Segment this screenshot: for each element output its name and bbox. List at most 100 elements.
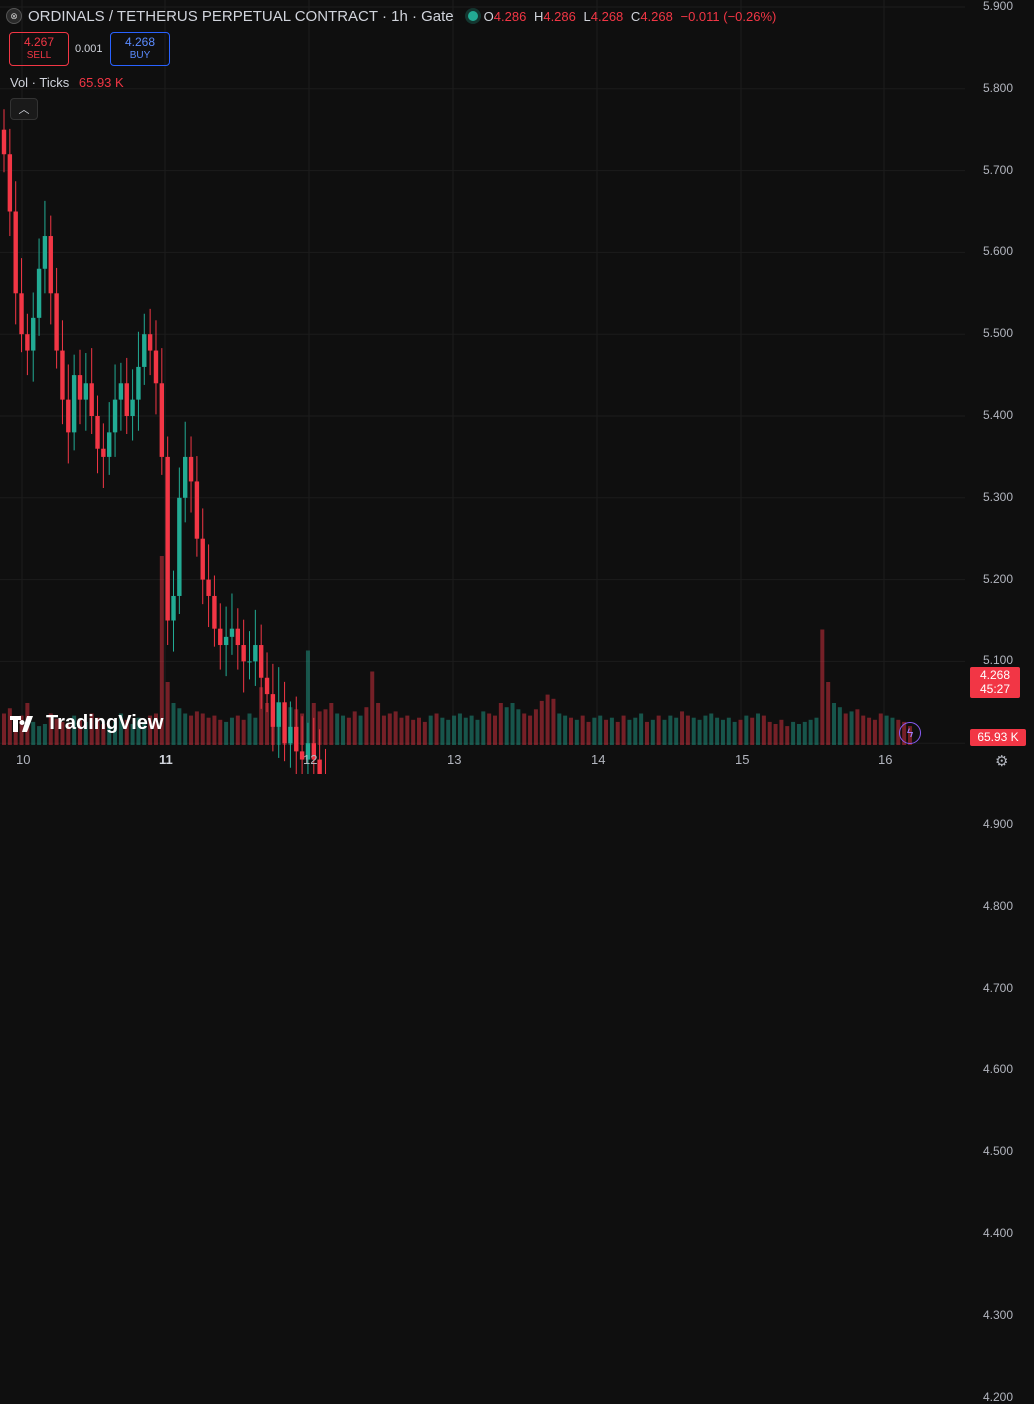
volume-value-tag: 65.93 K <box>970 729 1026 746</box>
volume-bar <box>66 724 71 745</box>
symbol-title[interactable]: ORDINALS / TETHERUS PERPETUAL CONTRACT ·… <box>28 7 454 25</box>
volume-bar <box>481 711 486 745</box>
volume-bar <box>370 671 375 745</box>
tradingview-logo-icon <box>10 715 33 732</box>
volume-bar <box>381 715 386 745</box>
candle <box>77 375 83 400</box>
volume-bar <box>107 726 112 745</box>
volume-bar <box>680 711 685 745</box>
volume-bar <box>674 717 679 745</box>
lightning-icon[interactable]: ϟ <box>899 722 921 744</box>
time-axis-label: 13 <box>447 752 462 767</box>
price-axis-label: 4.300 <box>983 1307 1014 1322</box>
price-axis-label: 5.300 <box>983 489 1014 504</box>
buy-button[interactable]: 4.268 BUY <box>110 32 170 66</box>
volume-bar <box>504 707 509 745</box>
volume-bar <box>241 719 246 745</box>
candle <box>71 375 77 433</box>
volume-bar <box>650 719 655 745</box>
volume-bar <box>475 719 480 745</box>
volume-bar <box>206 717 211 745</box>
candle <box>54 293 59 351</box>
volume-legend[interactable]: Vol · Ticks 65.93 K <box>10 75 124 90</box>
volume-bar <box>229 717 234 745</box>
volume-bar <box>95 717 100 745</box>
volume-bar <box>498 703 503 745</box>
candle <box>311 743 316 760</box>
candle <box>183 456 188 498</box>
candle <box>112 399 118 433</box>
candle <box>89 383 94 416</box>
volume-bar <box>861 715 866 745</box>
volume-bar <box>568 717 573 745</box>
volume-bar <box>779 719 784 745</box>
volume-bar <box>153 713 158 745</box>
volume-bar <box>545 694 550 745</box>
volume-bar <box>586 721 591 745</box>
candle <box>229 628 235 637</box>
volume-bar <box>516 709 521 745</box>
price-axis-label: 4.200 <box>983 1389 1014 1404</box>
price-axis-label: 5.400 <box>983 408 1014 422</box>
spread-value: 0.001 <box>75 43 103 55</box>
volume-bar <box>726 717 731 745</box>
volume-bar <box>253 717 258 745</box>
volume-bar <box>422 721 427 745</box>
time-axis-label: 15 <box>735 752 750 767</box>
tradingview-logo[interactable]: TradingView <box>10 712 163 735</box>
volume-bar <box>194 711 199 745</box>
volume-bar <box>259 687 264 745</box>
candle <box>101 448 106 457</box>
volume-bar <box>387 713 392 745</box>
price-axis-label: 5.500 <box>983 326 1014 341</box>
candle <box>31 317 36 351</box>
candle <box>177 497 182 596</box>
volume-bar <box>668 715 673 745</box>
volume-bar <box>890 717 895 745</box>
candle <box>159 383 165 457</box>
candle <box>136 366 141 400</box>
candle <box>48 236 53 294</box>
volume-bar <box>539 700 544 745</box>
gear-icon[interactable]: ⚙ <box>995 753 1009 770</box>
volume-bar <box>785 726 790 745</box>
candle <box>270 694 276 727</box>
sell-button[interactable]: 4.267 SELL <box>9 32 69 66</box>
volume-bar <box>393 711 398 745</box>
price-axis-label: 4.500 <box>983 1144 1014 1159</box>
volume-bar <box>872 719 877 745</box>
candle <box>142 334 147 367</box>
volume-bar <box>604 719 609 745</box>
volume-bar <box>341 715 346 745</box>
chevron-up-icon: ︿ <box>18 104 30 116</box>
candle <box>258 645 264 678</box>
candle <box>171 595 176 621</box>
candle <box>36 268 42 318</box>
volume-bar <box>124 719 129 745</box>
volume-bar <box>189 715 194 745</box>
price-axis-label: 4.800 <box>983 898 1014 913</box>
candle <box>25 334 30 351</box>
candle <box>223 636 229 646</box>
volume-bar <box>317 711 322 745</box>
volume-bar <box>808 719 813 745</box>
price-axis-label: 5.600 <box>983 244 1014 259</box>
candle <box>60 350 65 400</box>
candle <box>19 293 24 335</box>
volume-bar <box>159 556 164 745</box>
candle <box>124 383 129 416</box>
volume-bar <box>756 713 761 745</box>
collapse-legend-button[interactable]: ︿ <box>10 98 38 120</box>
candle <box>235 628 241 646</box>
volume-bar <box>855 709 860 745</box>
candle <box>13 211 18 294</box>
volume-bar <box>247 713 252 745</box>
candlestick-chart[interactable] <box>0 0 1034 774</box>
volume-bar <box>796 724 801 745</box>
volume-bar <box>118 713 123 745</box>
volume-bar <box>720 719 725 745</box>
volume-bar <box>89 713 94 745</box>
candle <box>165 456 170 621</box>
candle <box>264 677 270 695</box>
volume-bar <box>469 715 474 745</box>
